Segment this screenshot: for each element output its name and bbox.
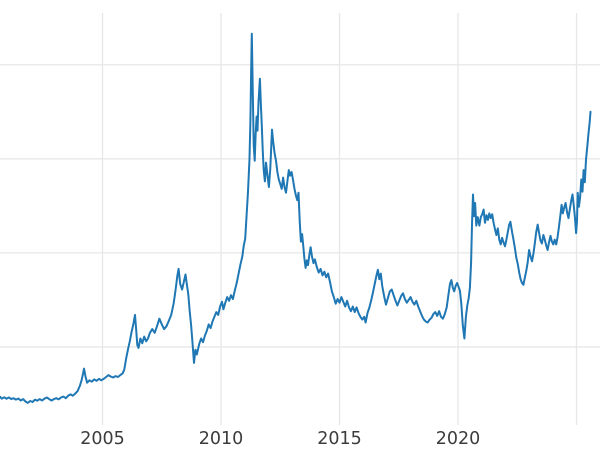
x-tick-label-2005: 2005 [80,429,125,449]
x-tick-label-2020: 2020 [435,429,481,449]
price-line-series [0,32,592,404]
x-tick-label-2015: 2015 [317,429,362,449]
x-tick-label-2010: 2010 [198,429,244,449]
vertical-gridlines [101,13,578,425]
horizontal-gridlines [0,64,600,348]
